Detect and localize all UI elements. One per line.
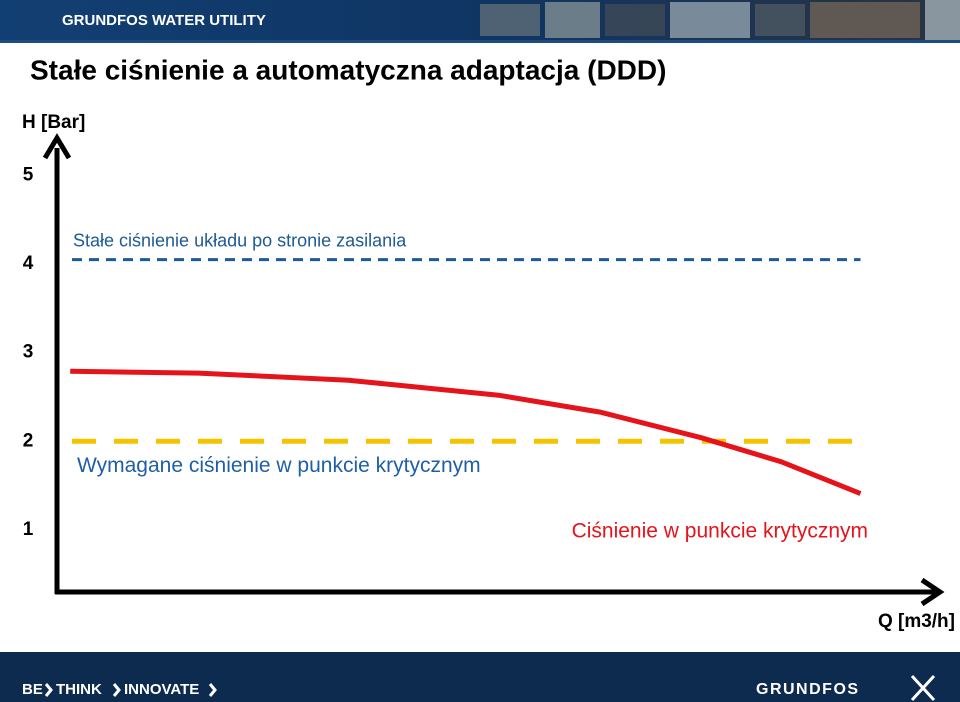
series-line	[70, 368, 862, 496]
brand: GRUNDFOS WATER UTILITY	[62, 12, 266, 29]
header-rule	[0, 40, 960, 43]
chart-title: Stałe ciśnienie a automatyczna adaptacja…	[30, 54, 666, 85]
x-axis-label: Q [m3/h]	[878, 611, 955, 632]
axes	[42, 133, 945, 607]
y-axis-label: H [Bar]	[22, 112, 85, 133]
series-label: Ciśnienie w punkcie krytycznym	[572, 520, 868, 543]
slogan-word: THINK	[56, 681, 102, 698]
slogan-word: BE	[22, 681, 43, 698]
header-collage	[480, 0, 960, 40]
y-tick-label: 3	[23, 342, 34, 363]
series-label: Stałe ciśnienie układu po stronie zasila…	[73, 230, 407, 250]
footer-bar	[0, 652, 960, 702]
series-label: Wymagane ciśnienie w punkcie krytycznym	[77, 454, 481, 477]
y-tick-label: 5	[23, 164, 34, 185]
y-tick-label: 4	[23, 253, 34, 274]
slogan-word: INNOVATE	[124, 681, 199, 698]
logo: GRUNDFOS	[756, 681, 860, 698]
footer: BE THINK INNOVATE GRUNDFOS	[22, 674, 936, 702]
y-tick-label: 2	[23, 430, 34, 451]
y-tick-label: 1	[23, 519, 34, 540]
